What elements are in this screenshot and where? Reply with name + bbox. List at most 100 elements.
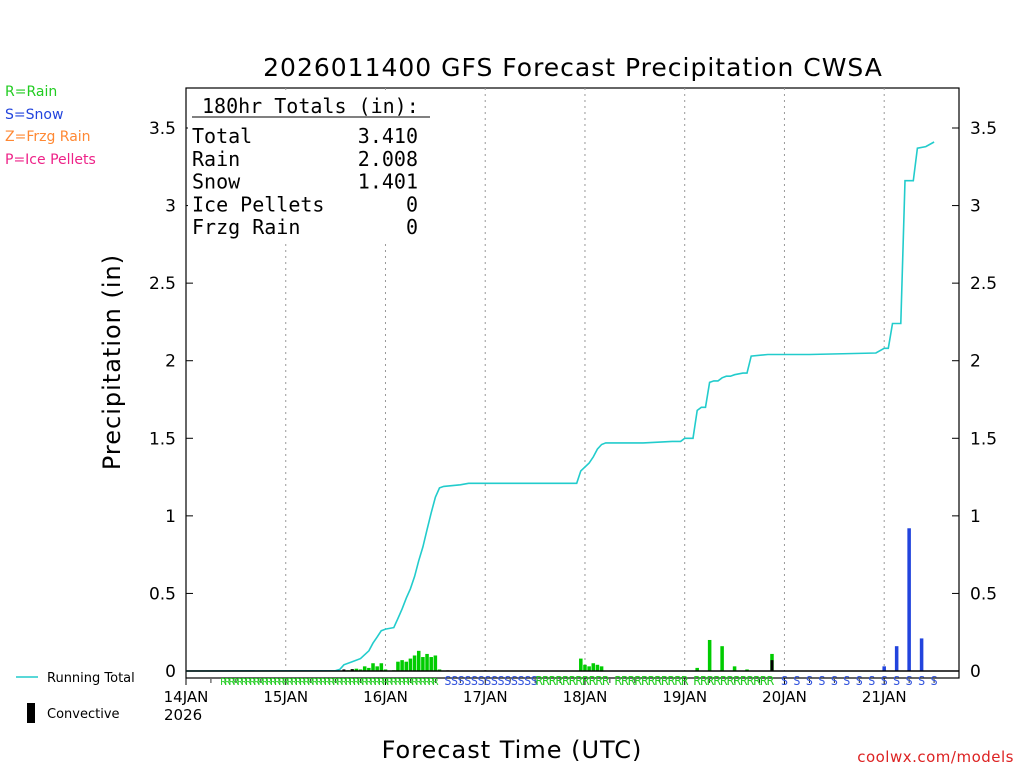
x-tick-label: 18JAN (563, 688, 608, 706)
ptype-char: R (432, 677, 439, 688)
ptype-char: S (484, 674, 491, 688)
y-tick-label: 0 (165, 662, 176, 682)
totals-row-label: Frzg Rain (192, 215, 300, 239)
rain-bar (745, 669, 749, 671)
ptype-char: S (458, 674, 465, 688)
ptype-char: R (316, 677, 323, 688)
rain-bar (379, 663, 384, 671)
ptype-char: R (249, 677, 256, 688)
x-tick-label: 21JAN (862, 688, 907, 706)
ptype-char: R (412, 677, 419, 688)
totals-row-label: Total (192, 124, 252, 148)
ptype-char: R (270, 677, 277, 688)
rain-bar (591, 663, 596, 671)
ptype-char: R (225, 677, 232, 688)
ptype-char: S (497, 674, 504, 688)
ptype-char: R (407, 677, 414, 688)
ptype-char: R (378, 677, 385, 688)
ptype-char: R (353, 677, 360, 688)
ptype-char: R (403, 677, 410, 688)
rain-bar (587, 666, 591, 671)
y-tick-label: 2.5 (149, 274, 176, 294)
ptype-char: S (818, 674, 825, 688)
totals-row-value: 1.401 (358, 170, 418, 194)
ptype-char: R (740, 674, 748, 688)
ptype-char: R (576, 674, 584, 688)
ptype-char: S (856, 674, 863, 688)
ptype-char: R (283, 677, 290, 688)
ptype-char: R (569, 674, 577, 688)
y-tick-label: 3 (165, 197, 176, 217)
totals-row-label: Rain (192, 147, 240, 171)
ptype-char: S (477, 674, 484, 688)
totals-rows: Total 3.410 Rain 2.008 Snow 1.401 Ice Pellets 0… (192, 124, 418, 239)
y-tick-label: 2 (165, 352, 176, 372)
y-tick-label-right: 2 (970, 352, 981, 372)
ptype-char: R (595, 674, 603, 688)
rain-bar (375, 666, 379, 671)
ptype-char: R (358, 677, 365, 688)
chart-title: 2026011400 GFS Forecast Precipitation CW… (263, 53, 883, 82)
ptype-char: R (648, 674, 656, 688)
ptype-char: R (615, 674, 623, 688)
rain-bar (412, 655, 417, 671)
ptype-char: R (753, 674, 761, 688)
x-tick-label: 14JAN (164, 688, 209, 706)
y-axis-title: Precipitation (in) (98, 254, 126, 470)
ptype-char: R (229, 677, 236, 688)
y-tick-label: 1 (165, 507, 176, 527)
ptype-char: R (549, 674, 557, 688)
ptype-char: R (349, 677, 356, 688)
rain-bar (404, 661, 409, 671)
ptype-char: S (451, 674, 458, 688)
rain-bar (732, 666, 737, 671)
x-tick-label: 19JAN (662, 688, 707, 706)
ptype-char: R (536, 674, 544, 688)
ptype-char: R (320, 677, 327, 688)
ptype-char: R (295, 677, 302, 688)
legend-ice-pellets: P=Ice Pellets (5, 152, 96, 168)
rain-bar (425, 653, 429, 671)
ptype-char: R (714, 674, 722, 688)
ptype-char: R (767, 674, 775, 688)
totals-row-value: 0 (406, 192, 418, 216)
ptype-char: R (542, 674, 550, 688)
totals-header: 180hr Totals (in): (202, 94, 419, 118)
ptype-char: R (399, 677, 406, 688)
ptype-char: S (491, 674, 498, 688)
rain-bar (362, 666, 367, 671)
rain-bar (421, 657, 425, 671)
x-tick-label: 16JAN (363, 688, 408, 706)
ptype-char: R (694, 674, 702, 688)
ptype-char: R (324, 677, 331, 688)
ptype-char: R (707, 674, 715, 688)
ptype-char: R (760, 674, 768, 688)
ptype-char: S (843, 674, 850, 688)
x-tick-label: 17JAN (463, 688, 508, 706)
ptype-char: R (241, 677, 248, 688)
ptype-char: R (233, 677, 240, 688)
ptype-char: S (918, 674, 925, 688)
ptype-char: S (464, 674, 471, 688)
ptype-char: R (374, 677, 381, 688)
y-tick-label-right: 3.5 (970, 119, 997, 139)
ptype-char: S (793, 674, 800, 688)
ptype-char: R (304, 677, 311, 688)
rain-bar (354, 668, 359, 671)
ptype-char: R (661, 674, 669, 688)
totals-row-value: 3.410 (358, 124, 418, 148)
y-tick-label-right: 0.5 (970, 584, 997, 604)
ptype-char: R (733, 674, 741, 688)
ptype-char: R (628, 674, 636, 688)
plot-frame (185, 87, 960, 679)
rain-bar (429, 657, 433, 671)
convective-legend-label: Convective (47, 707, 120, 722)
snow-bar (882, 666, 886, 671)
rain-bar (720, 646, 724, 671)
ptype-char: R (345, 677, 352, 688)
ptype-char: R (391, 677, 398, 688)
rain-bar (408, 658, 413, 671)
ptype-char: S (511, 674, 518, 688)
ptype-char: S (517, 674, 524, 688)
ptype-char: R (420, 677, 427, 688)
